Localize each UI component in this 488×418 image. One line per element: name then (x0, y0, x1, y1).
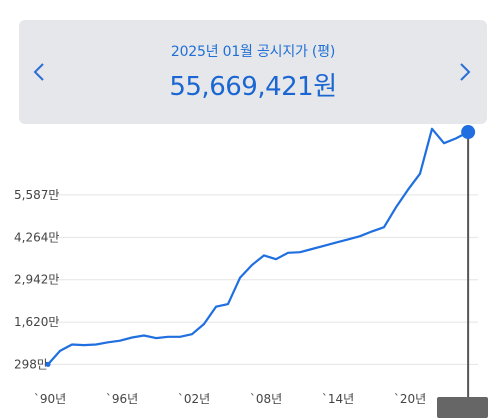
x-tick-label: `96년 (106, 392, 138, 406)
y-tick-label: 4,264만 (14, 230, 59, 244)
y-tick-label: 298만 (14, 357, 48, 371)
current-point-marker[interactable] (461, 125, 476, 140)
start-point (45, 361, 51, 367)
y-tick-label: 1,620만 (14, 315, 59, 329)
chevron-left-icon (33, 63, 44, 81)
price-series-line (47, 127, 469, 366)
price-date-label: 2025년 01월 공시지가 (평) (170, 44, 336, 60)
next-button[interactable] (453, 58, 477, 86)
x-tick-label: `08년 (250, 392, 282, 406)
chevron-right-icon (460, 63, 471, 81)
y-tick-label: 5,587만 (14, 188, 59, 202)
horizontal-scrollbar[interactable] (437, 397, 488, 418)
x-tick-label: `02년 (178, 392, 210, 406)
y-tick-label: 2,942만 (14, 273, 59, 287)
x-tick-label: `90년 (34, 392, 66, 406)
x-tick-label: `14년 (322, 392, 354, 406)
price-line-chart: 298만 1,620만 2,942만 4,264만 5,587만 `90년 `96년 `02… (14, 125, 478, 418)
price-summary-card: 2025년 01월 공시지가 (평) 55,669,421원 (19, 20, 487, 124)
x-tick-label: `20년 (394, 392, 426, 406)
previous-button[interactable] (27, 58, 51, 86)
price-value: 55,669,421원 (169, 72, 337, 102)
